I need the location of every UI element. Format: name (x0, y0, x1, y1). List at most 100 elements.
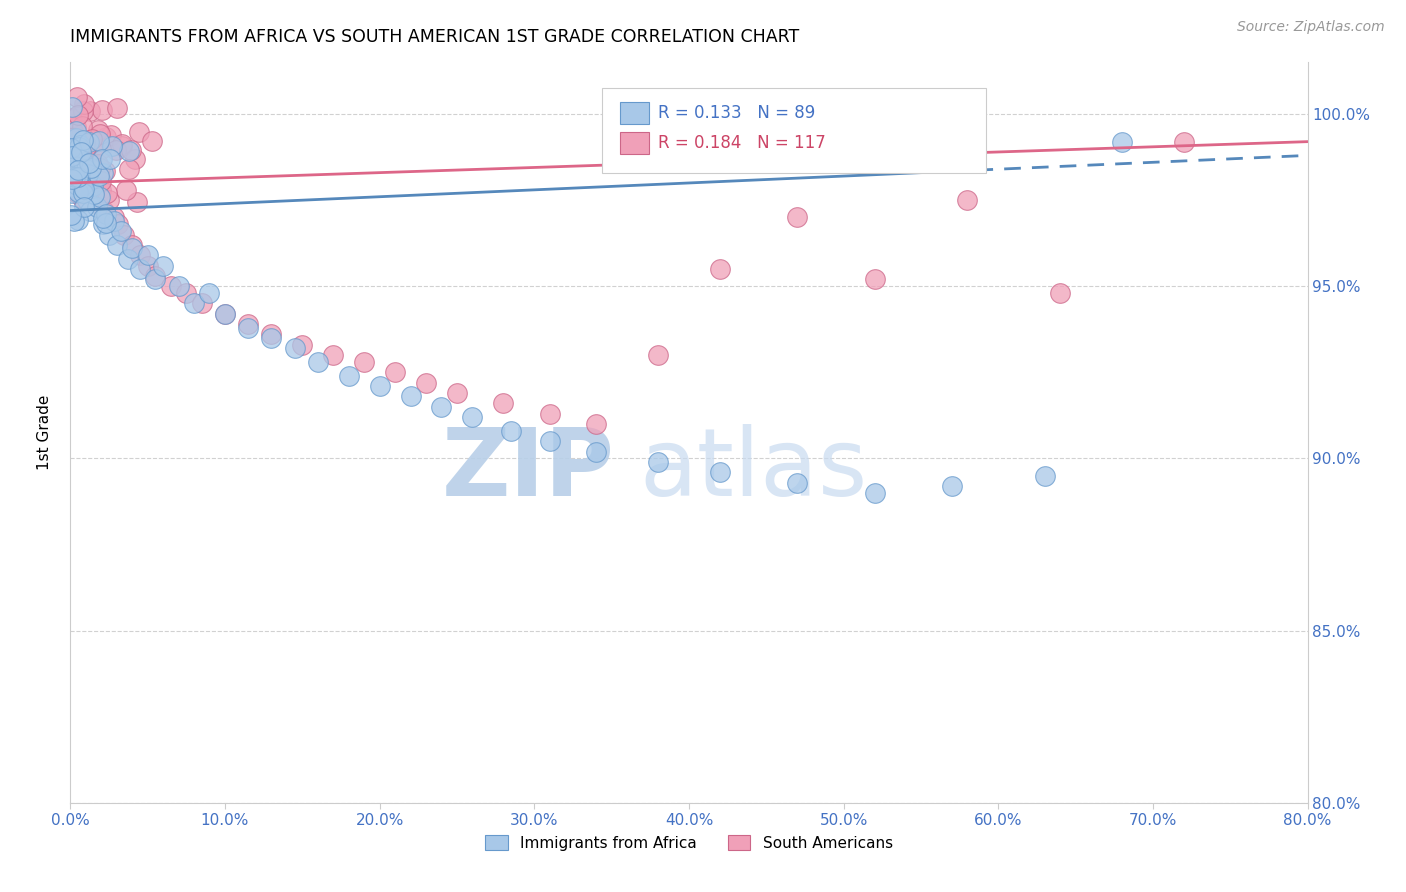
Point (65, 90, 87, 104)
Point (66, 161, 89, 175)
Point (65, 146, 87, 161)
Point (73, 183, 96, 197)
Point (67, 108, 90, 122)
Point (65, 175, 87, 189)
Point (60, 176, 83, 190)
Point (82, 179, 105, 194)
Point (60, 141, 83, 155)
Point (174, 286, 197, 301)
Point (60, 160, 83, 174)
Point (129, 248, 152, 262)
Point (80, 161, 103, 176)
Point (446, 386, 468, 401)
Point (73, 200, 96, 214)
Point (70, 179, 93, 194)
Point (110, 224, 132, 238)
Point (63, 179, 86, 194)
Point (786, 475, 808, 490)
Point (72, 186, 94, 200)
FancyBboxPatch shape (602, 88, 986, 173)
Point (62, 124, 84, 138)
Point (67, 184, 90, 198)
Point (128, 125, 150, 139)
Point (72, 151, 94, 165)
Point (145, 272, 166, 286)
Point (183, 296, 205, 310)
Point (863, 486, 886, 500)
Point (90, 174, 112, 188)
Point (63, 170, 86, 185)
Point (77, 172, 100, 186)
Point (67, 155, 90, 169)
Point (384, 365, 406, 379)
Point (103, 211, 125, 225)
Point (79, 133, 101, 147)
Point (72, 155, 94, 169)
Point (72, 133, 94, 147)
Point (65, 120, 87, 135)
Point (80, 142, 103, 156)
Point (60, 148, 83, 162)
Point (145, 268, 166, 283)
Point (75, 136, 97, 150)
Point (647, 455, 669, 469)
Point (1111, 135, 1133, 149)
Point (585, 444, 607, 458)
Point (863, 272, 886, 286)
Point (66, 213, 89, 227)
FancyBboxPatch shape (620, 102, 650, 124)
Point (647, 348, 669, 362)
Text: R = 0.184   N = 117: R = 0.184 N = 117 (658, 134, 825, 153)
Point (198, 286, 221, 301)
Point (105, 143, 128, 157)
Point (100, 128, 122, 142)
Point (1173, 135, 1195, 149)
Point (107, 217, 129, 231)
Point (98, 193, 120, 207)
Point (60, 208, 83, 222)
Point (60, 149, 83, 163)
Text: atlas: atlas (640, 424, 868, 516)
Point (75, 140, 97, 154)
Point (136, 248, 159, 262)
Point (79, 186, 101, 200)
Point (82, 131, 104, 145)
Point (115, 183, 138, 197)
Point (73, 182, 96, 196)
Point (284, 341, 307, 355)
Text: IMMIGRANTS FROM AFRICA VS SOUTH AMERICAN 1ST GRADE CORRELATION CHART: IMMIGRANTS FROM AFRICA VS SOUTH AMERICAN… (70, 28, 800, 45)
Point (63, 148, 86, 162)
Point (709, 465, 731, 479)
Point (60, 112, 83, 126)
Point (72, 145, 94, 159)
Point (86, 200, 108, 214)
Point (214, 307, 236, 321)
Point (117, 145, 139, 159)
Point (89, 161, 111, 175)
Point (124, 152, 146, 166)
Text: ZIP: ZIP (441, 424, 614, 516)
Point (84, 176, 107, 190)
Point (66, 149, 89, 163)
Point (238, 317, 260, 331)
Point (585, 417, 607, 431)
Point (65, 131, 87, 145)
Y-axis label: 1st Grade: 1st Grade (37, 395, 52, 470)
Point (60, 173, 83, 187)
Point (399, 389, 422, 403)
Point (91, 211, 114, 225)
Point (91, 103, 114, 117)
Point (63, 213, 86, 227)
Point (67, 170, 90, 185)
Point (82, 190, 105, 204)
Point (67, 155, 90, 169)
Point (91, 153, 114, 167)
Point (79, 183, 101, 197)
Point (90, 142, 112, 156)
Point (307, 355, 329, 369)
Point (70, 145, 93, 159)
Point (66, 186, 89, 200)
Point (79, 103, 101, 118)
Point (69, 151, 91, 165)
Point (492, 396, 515, 410)
